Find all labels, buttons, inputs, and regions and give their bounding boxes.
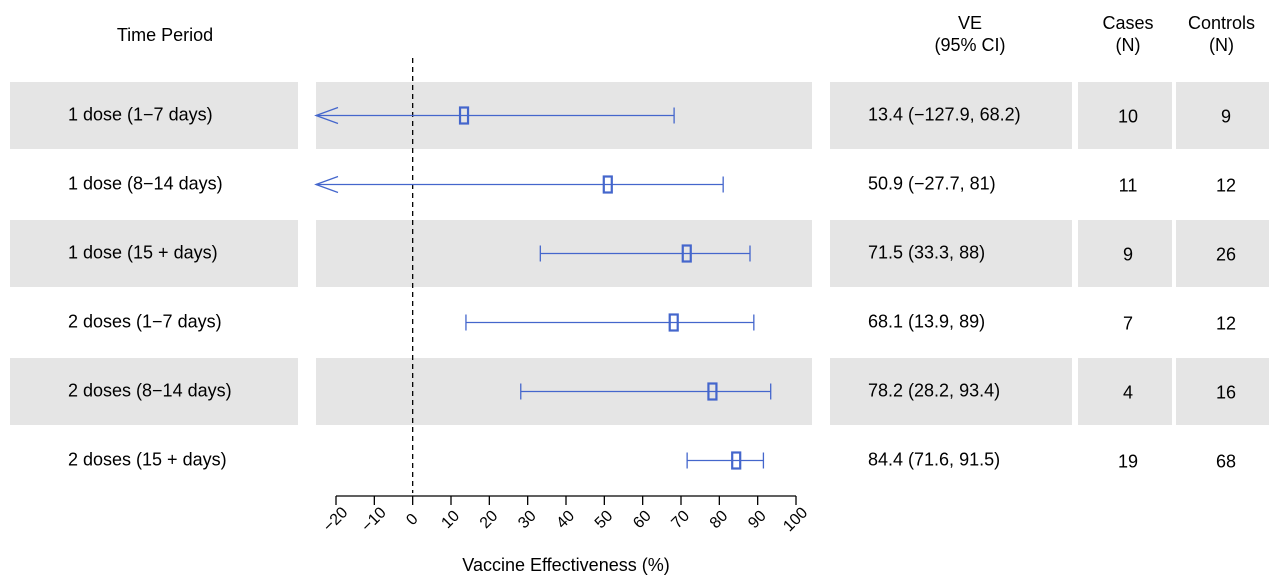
ve-ci-text: 84.4 (71.6, 91.5) bbox=[868, 449, 1000, 469]
header-cases-line1: Cases bbox=[1102, 13, 1154, 33]
x-tick-label: 30 bbox=[515, 507, 540, 532]
point-estimate bbox=[458, 106, 470, 125]
x-tick-label: 40 bbox=[553, 507, 578, 532]
ve-ci-text: 13.4 (−127.9, 68.2) bbox=[868, 104, 1021, 124]
x-tick-label: 10 bbox=[438, 507, 463, 532]
header-controls-line2: (N) bbox=[1209, 35, 1234, 55]
x-tick-label: 80 bbox=[707, 507, 732, 532]
header-cases-line2: (N) bbox=[1115, 35, 1141, 55]
header-ve-line2: (95% CI) bbox=[934, 35, 1006, 55]
cases-count: 4 bbox=[1123, 382, 1133, 402]
row-label: 1 dose (8−14 days) bbox=[68, 173, 223, 193]
header-controls: Controls (N) bbox=[1174, 12, 1269, 56]
cases-count: 11 bbox=[1119, 175, 1138, 195]
x-tick-label: 90 bbox=[745, 507, 770, 532]
row-band-controls bbox=[1176, 358, 1269, 425]
header-ve-line1: VE bbox=[957, 13, 982, 33]
controls-count: 26 bbox=[1216, 244, 1236, 264]
x-tick-label: 20 bbox=[477, 507, 502, 532]
row-band-ve bbox=[830, 358, 1072, 425]
ci-lower-arrow bbox=[314, 175, 339, 194]
x-axis-title: Vaccine Effectiveness (%) bbox=[462, 555, 669, 575]
cases-count: 19 bbox=[1118, 451, 1138, 471]
point-estimate bbox=[707, 382, 718, 401]
controls-count: 12 bbox=[1216, 313, 1236, 333]
row-label: 2 doses (8−14 days) bbox=[68, 380, 232, 400]
controls-count: 16 bbox=[1216, 382, 1236, 402]
x-tick-label: 50 bbox=[592, 507, 617, 532]
row-band-label bbox=[10, 82, 298, 149]
point-estimate bbox=[731, 451, 742, 470]
ve-ci-text: 71.5 (33.3, 88) bbox=[868, 242, 985, 262]
row-band-cases bbox=[1078, 358, 1172, 425]
controls-count: 68 bbox=[1216, 451, 1236, 471]
row-band-ve bbox=[830, 220, 1072, 287]
x-tick-label: 70 bbox=[668, 507, 693, 532]
cases-count: 7 bbox=[1123, 313, 1133, 333]
x-tick-label: −10 bbox=[359, 504, 390, 535]
ve-ci-text: 68.1 (13.9, 89) bbox=[868, 311, 985, 331]
row-band-cases bbox=[1078, 220, 1172, 287]
row-band-cases bbox=[1078, 82, 1172, 149]
row-band-label bbox=[10, 358, 298, 425]
header-ve: VE (95% CI) bbox=[860, 12, 1080, 56]
row-label: 1 dose (1−7 days) bbox=[68, 104, 213, 124]
cases-count: 9 bbox=[1123, 244, 1133, 264]
ve-ci-text: 78.2 (28.2, 93.4) bbox=[868, 380, 1000, 400]
row-band-label bbox=[10, 220, 298, 287]
row-band-ve bbox=[830, 82, 1072, 149]
row-band-controls bbox=[1176, 82, 1269, 149]
cases-count: 10 bbox=[1118, 106, 1138, 126]
point-estimate bbox=[681, 244, 692, 263]
header-cases: Cases (N) bbox=[1082, 12, 1174, 56]
ve-ci-text: 50.9 (−27.7, 81) bbox=[868, 173, 996, 193]
row-label: 1 dose (15 + days) bbox=[68, 242, 218, 262]
x-tick-label: 0 bbox=[403, 511, 421, 529]
x-tick-label: 60 bbox=[630, 507, 655, 532]
x-tick-label: 100 bbox=[780, 504, 811, 535]
point-estimate bbox=[602, 175, 613, 194]
row-label: 2 doses (15 + days) bbox=[68, 449, 227, 469]
x-tick-label: −20 bbox=[320, 504, 351, 535]
header-controls-line1: Controls bbox=[1187, 13, 1256, 33]
ci-lower-arrow bbox=[314, 106, 339, 125]
row-band-controls bbox=[1176, 220, 1269, 287]
row-label: 2 doses (1−7 days) bbox=[68, 311, 222, 331]
header-time-period: Time Period bbox=[116, 25, 214, 45]
point-estimate bbox=[668, 313, 679, 332]
controls-count: 9 bbox=[1221, 106, 1231, 126]
controls-count: 12 bbox=[1216, 175, 1236, 195]
